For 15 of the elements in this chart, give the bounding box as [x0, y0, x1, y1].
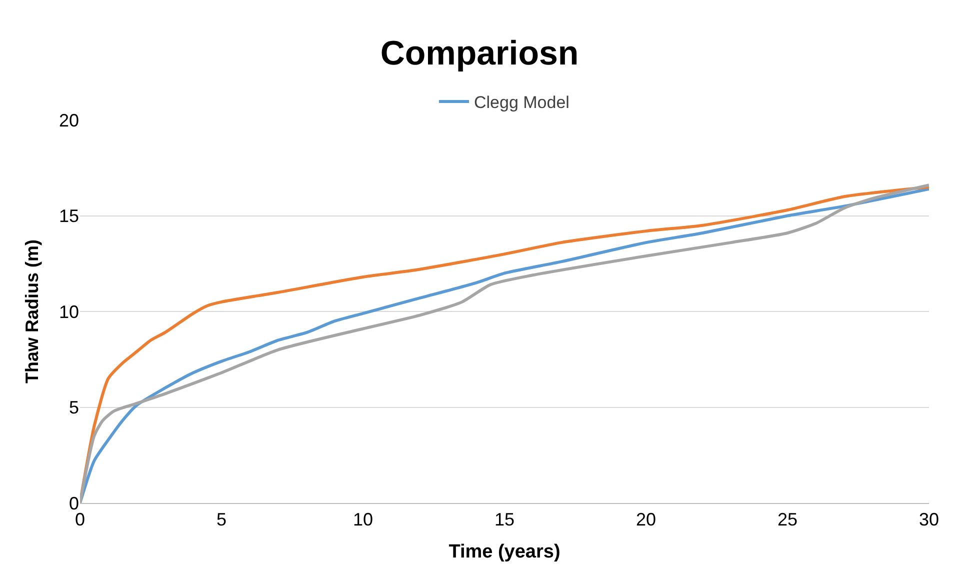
x-tick-label: 10 [352, 510, 374, 530]
y-axis-title: Thaw Radius (m) [22, 239, 42, 384]
y-tick-label: 20 [58, 110, 79, 130]
y-tick-label: 15 [58, 206, 79, 226]
x-tick-label: 5 [216, 510, 227, 530]
x-tick-label: 30 [918, 510, 940, 530]
x-tick-label: 25 [777, 510, 798, 530]
x-tick-label: 20 [636, 510, 656, 530]
y-tick-label: 5 [68, 398, 79, 418]
chart-title: Compariosn [380, 34, 579, 72]
y-tick-label: 0 [68, 493, 79, 514]
x-tick-label: 15 [494, 510, 515, 530]
y-tick-label: 10 [58, 302, 79, 322]
legend-label: Clegg Model [474, 93, 570, 112]
x-axis-title: Time (years) [448, 541, 560, 562]
